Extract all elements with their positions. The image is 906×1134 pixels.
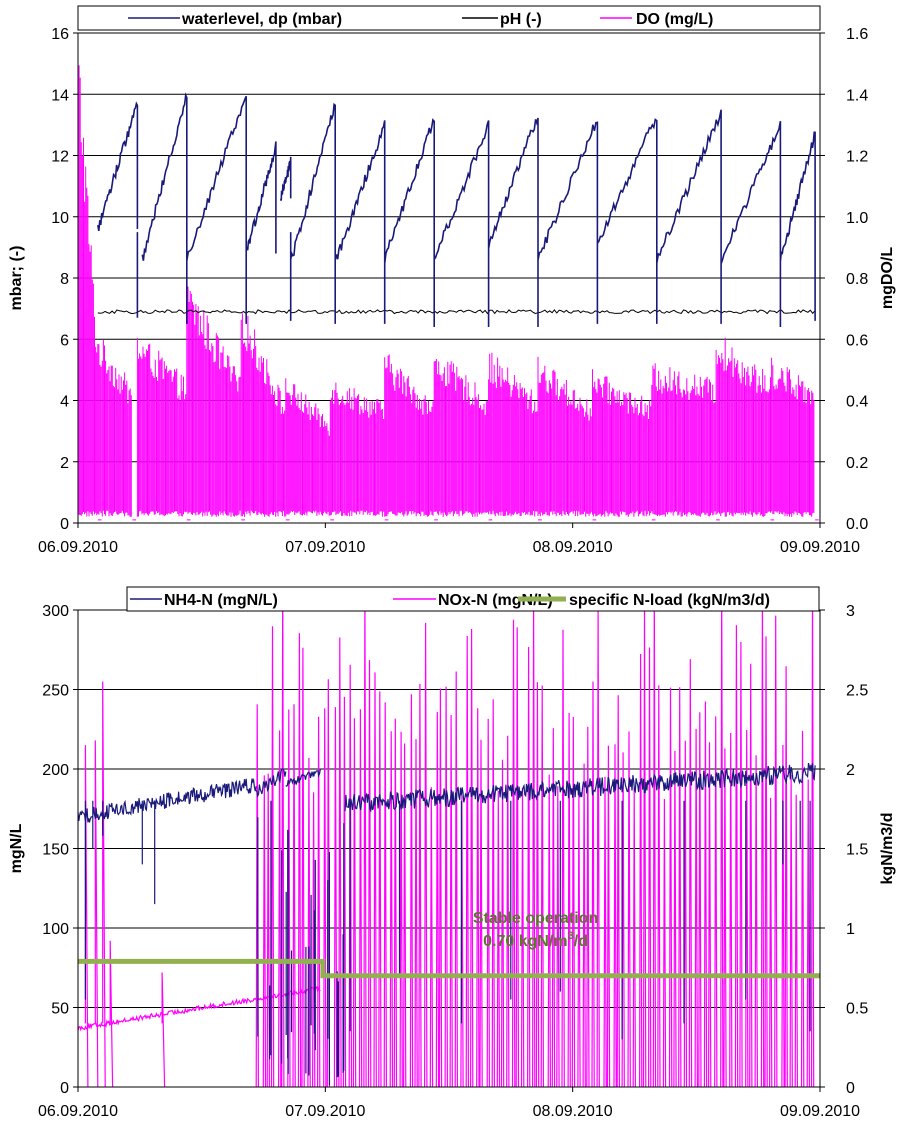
series-nox [78,610,816,1087]
annotation-suffix: /d [574,933,588,950]
y-tick-label: 100 [42,921,69,938]
y-tick-label: 8 [60,271,69,288]
series-waterlevel [97,92,816,327]
legend-label: NOx-N (mgN/L) [438,592,553,609]
y2-tick-label: 0.6 [846,332,868,349]
series-ph [97,309,816,315]
x-tick-label: 09.09.2010 [780,539,860,556]
y2-tick-label: 0.0 [846,516,868,533]
legend-box [126,586,820,612]
annotation-line1: Stable operation [473,910,598,927]
legend-label: NH4-N (mgN/L) [164,592,278,609]
y-axis-title: mbar; (-) [8,246,25,311]
y-tick-label: 150 [42,842,69,859]
y2-tick-label: 1.6 [846,26,868,43]
y2-tick-label: 1 [846,921,855,938]
y-tick-label: 10 [51,210,69,227]
x-tick-label: 08.09.2010 [533,1103,613,1120]
y-tick-label: 6 [60,332,69,349]
y2-tick-label: 1.2 [846,149,868,166]
y2-tick-label: 1.5 [846,842,868,859]
y-tick-label: 14 [51,87,69,104]
legend-label: DO (mg/L) [636,11,713,28]
y-tick-label: 250 [42,683,69,700]
legend-label: pH (-) [500,11,542,28]
plot-area [78,610,820,1087]
y-tick-label: 300 [42,603,69,620]
y2-axis-title: mgDO/L [879,247,896,309]
series-do [78,51,819,521]
y2-tick-label: 0.8 [846,271,868,288]
annotation-line2: 0.70 kgN/m3/d [483,930,588,950]
x-tick-label: 06.09.2010 [38,1103,118,1120]
y-tick-label: 50 [51,1001,69,1018]
chart-nh4-nox-nload: 0 50 100 150 200 250 300 0 0.5 1 1.5 2 2.5 3 06.09.201… [8,586,896,1120]
y2-tick-label: 2 [846,762,855,779]
legend-label: specific N-load (kgN/m3/d) [569,592,770,609]
y2-tick-label: 0.2 [846,455,868,472]
legend-label: waterlevel, dp (mbar) [181,11,342,28]
y-tick-label: 0 [60,516,69,533]
y-tick-label: 4 [60,394,69,411]
x-tick-label: 07.09.2010 [285,539,365,556]
legend-box [77,5,821,31]
y2-tick-label: 0.4 [846,394,868,411]
x-tick-label: 09.09.2010 [780,1103,860,1120]
y-tick-label: 16 [51,26,69,43]
y2-tick-label: 3 [846,603,855,620]
chart-dp-ph-do: 0 2 4 6 8 10 12 14 16 0.0 0.2 0.4 0.6 0.8 1.0 1.2 1.4 1.6… [8,5,896,556]
y-axis-title: mgN/L [8,823,25,873]
series-nload [78,958,820,979]
x-tick-label: 07.09.2010 [285,1103,365,1120]
annotation-value: 0.70 kgN/m [483,933,567,950]
x-tick-label: 08.09.2010 [533,539,613,556]
y-tick-label: 12 [51,149,69,166]
y2-tick-label: 1.0 [846,210,868,227]
y-tick-label: 200 [42,762,69,779]
y-tick-label: 2 [60,455,69,472]
plot-area [78,51,819,521]
y2-tick-label: 0 [846,1080,855,1097]
y2-tick-label: 2.5 [846,683,868,700]
x-tick-label: 06.09.2010 [38,539,118,556]
y2-axis-title: kgN/m3/d [879,812,896,884]
y2-tick-label: 0.5 [846,1001,868,1018]
annotation-sup: 3 [568,930,574,942]
y-tick-label: 0 [60,1080,69,1097]
y2-tick-label: 1.4 [846,87,868,104]
